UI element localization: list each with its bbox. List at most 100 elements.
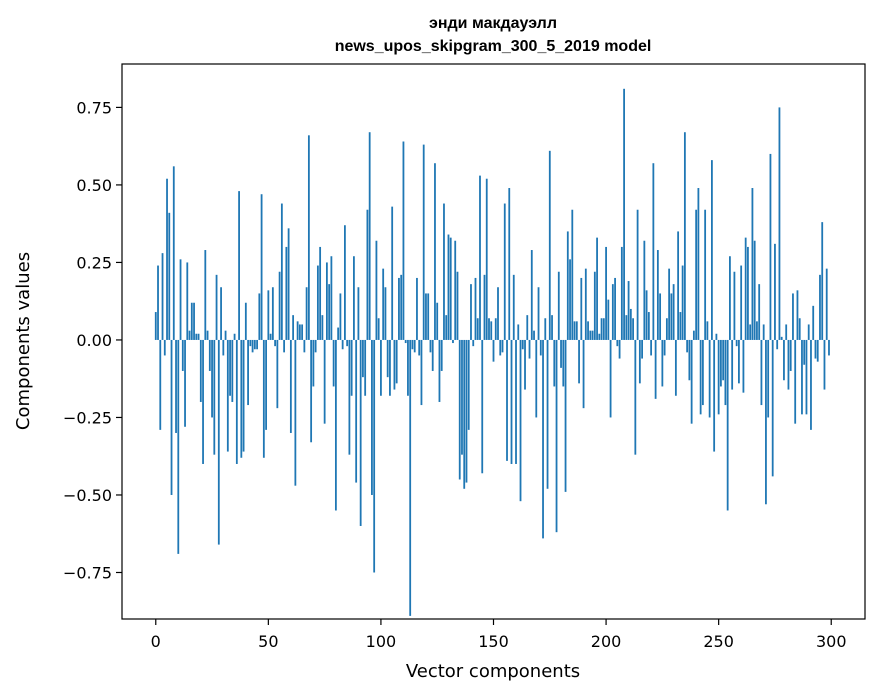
bar [310,339,313,443]
bar [510,339,513,464]
bar [789,339,792,371]
bar [172,166,175,340]
bar [280,203,283,340]
bar [179,259,182,340]
bar [154,312,157,340]
x-axis-ticks: 0 50 100 150 200 250 300 [151,619,847,651]
bar [393,339,396,390]
bar [319,246,322,340]
bar [438,339,441,402]
bar [566,231,569,340]
bar [778,107,781,340]
bar [756,321,758,340]
bar [713,339,716,452]
bar [197,333,200,340]
bar [539,339,542,356]
bar [411,339,414,350]
bar [202,339,204,464]
bar [596,237,598,340]
bar [665,318,668,340]
bar [623,88,625,340]
bar [289,339,292,433]
bar [744,237,747,340]
bar [429,339,432,353]
bar [269,333,272,340]
bar [265,339,267,430]
bar [371,339,373,495]
chart-title-line2: news_upos_skipgram_300_5_2019 model [335,38,652,55]
bar [575,321,578,340]
bar [285,246,288,340]
x-tick-label: 100 [366,632,397,651]
bar [551,315,553,340]
bar [233,333,236,340]
bar [161,253,164,340]
bar [206,330,209,340]
bar [591,330,594,340]
bar [274,339,276,347]
bar [395,339,398,384]
x-tick-label: 300 [816,632,847,651]
bar [325,262,328,340]
bar [384,287,387,340]
bar [242,339,245,452]
bar [332,339,335,387]
bar [767,339,770,418]
bar [783,339,785,381]
bar [765,339,767,505]
bar [330,256,333,340]
bar [303,339,306,353]
bar [229,339,231,396]
bar [348,339,351,455]
bar [256,339,258,350]
y-tick-label: 0.25 [76,253,112,272]
bar [222,339,225,356]
bar [749,324,752,340]
bar [692,330,695,340]
bar [584,268,587,340]
bar [524,339,526,390]
bar [794,339,797,424]
bar [506,339,508,461]
bar [353,256,355,340]
bar [807,324,810,340]
bar [199,339,202,402]
bar [701,339,704,406]
bar [652,163,655,340]
bar [769,153,772,340]
bar [346,339,349,347]
bar-series [154,88,830,616]
bar [276,339,279,409]
bar [751,188,754,340]
bar [562,339,565,387]
bar [747,246,749,340]
bar [816,339,819,362]
bar [476,318,479,340]
bar [578,339,580,384]
bar [238,191,240,340]
bar [452,339,454,344]
bar [247,339,249,406]
bar [742,339,745,393]
x-tick-label: 150 [478,632,509,651]
bar [828,339,830,356]
bar [535,339,538,418]
bar [163,339,166,356]
bar [377,318,380,340]
bar [231,339,234,402]
bar [760,339,763,406]
bar [683,132,686,340]
bar [722,339,725,381]
bar [677,231,680,340]
bar [810,339,812,430]
bar [443,203,445,340]
bar [821,222,824,340]
bar [659,293,662,340]
bar [587,321,589,340]
bar [521,339,524,350]
bar [470,284,472,340]
bar [611,284,614,340]
bar [776,339,779,350]
bar [463,339,466,489]
bar [479,175,481,340]
